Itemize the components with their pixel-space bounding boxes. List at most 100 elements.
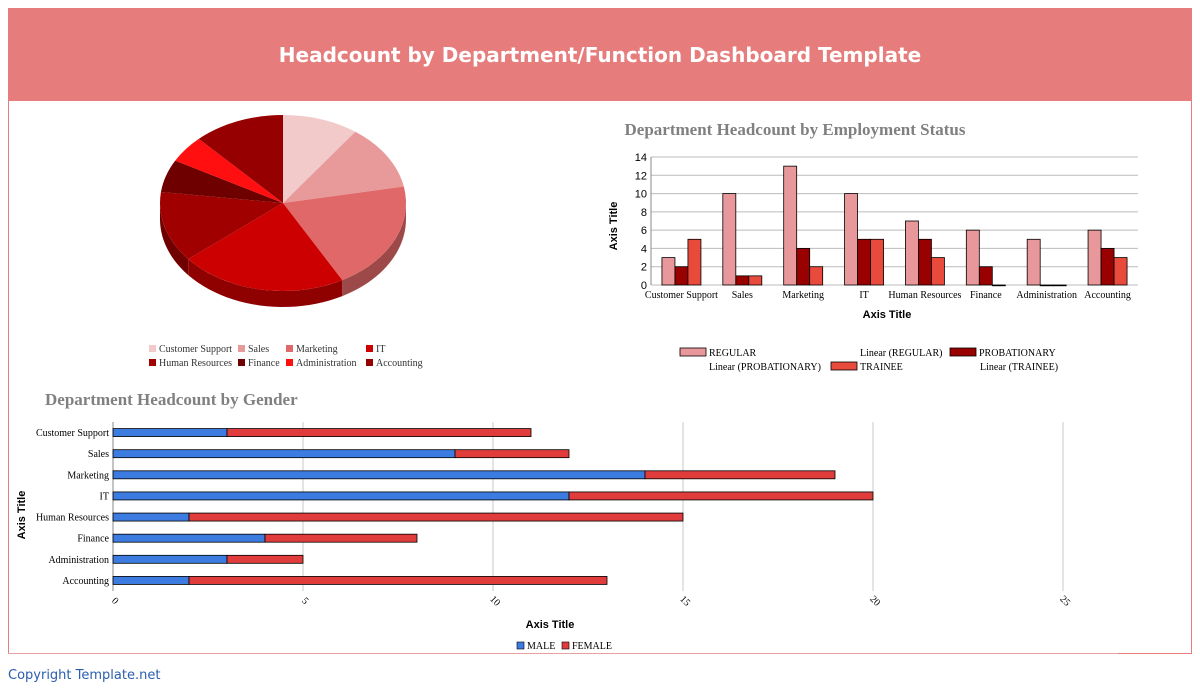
- status-bar: [918, 238, 932, 286]
- pie-legend-label: Marketing: [296, 344, 338, 355]
- gender-x-tick: 15: [677, 594, 692, 609]
- gender-x-axis-title: Axis Title: [526, 619, 575, 631]
- status-category-label: Administration: [1016, 290, 1077, 301]
- gender-bar: [112, 470, 646, 480]
- status-bar: [687, 238, 702, 286]
- gender-category-label: Customer Support: [36, 428, 109, 439]
- status-bar: [735, 275, 750, 286]
- pie-legend-label: Accounting: [376, 358, 423, 369]
- status-legend-label: Linear (PROBATIONARY): [709, 362, 821, 373]
- status-chart-title: Department Headcount by Employment Statu…: [625, 120, 966, 139]
- gender-bar: [112, 449, 456, 459]
- status-category-label: Human Resources: [888, 290, 961, 301]
- pie-legend-swatch: [238, 359, 245, 366]
- status-x-axis-title: Axis Title: [863, 309, 912, 321]
- status-bar: [905, 220, 919, 286]
- frame-border-bottom-accent: [1118, 653, 1192, 654]
- gender-bar: [112, 533, 266, 543]
- status-legend-swatch: [949, 347, 977, 357]
- status-bar: [1039, 284, 1054, 287]
- status-category-label: Customer Support: [645, 290, 718, 301]
- gender-category-label: Finance: [77, 534, 109, 545]
- gender-x-tick: 20: [867, 594, 882, 609]
- gender-category-label: Marketing: [67, 470, 109, 481]
- pie-legend-label: Finance: [248, 358, 280, 369]
- gender-category-label: Accounting: [62, 576, 109, 587]
- status-bar: [722, 193, 737, 286]
- status-legend-label: Linear (TRAINEE): [980, 362, 1058, 373]
- status-bar: [674, 266, 689, 286]
- status-bar: [1026, 238, 1041, 286]
- frame-border-right: [1191, 101, 1192, 654]
- status-bar: [1052, 284, 1067, 287]
- pie-slice: [283, 115, 356, 203]
- header-banner: Headcount by Department/Function Dashboa…: [8, 8, 1192, 101]
- status-bar: [661, 257, 676, 286]
- gender-y-axis-title: Axis Title: [16, 491, 28, 540]
- gender-x-tick: 10: [487, 594, 502, 609]
- status-category-label: Sales: [732, 290, 753, 301]
- pie-side-4: [160, 203, 189, 276]
- pie-side-2: [342, 203, 406, 297]
- gender-bar: [112, 491, 570, 501]
- gender-chart-title: Department Headcount by Gender: [45, 390, 298, 409]
- gender-category-label: Human Resources: [36, 513, 109, 524]
- status-y-tick: 0: [641, 280, 647, 292]
- pie-legend-swatch: [238, 345, 245, 352]
- status-legend-swatch: [679, 347, 707, 357]
- status-y-tick: 10: [635, 189, 647, 201]
- status-category-label: IT: [859, 290, 868, 301]
- gender-bar: [112, 576, 190, 585]
- gender-x-tick: 25: [1057, 594, 1072, 609]
- pie-legend-swatch: [366, 359, 373, 366]
- status-bar: [844, 193, 858, 286]
- employment-status-chart: Department Headcount by Employment Statu…: [608, 120, 1138, 373]
- department-pie-chart: Customer Support Sales Marketing IT Human Re…: [149, 115, 423, 369]
- gender-legend-label: FEMALE: [572, 641, 612, 652]
- status-y-tick: 12: [635, 170, 647, 182]
- status-y-tick: 6: [641, 225, 647, 237]
- gender-category-label: IT: [100, 491, 109, 502]
- gender-bar: [644, 470, 836, 480]
- pie-slice: [175, 138, 283, 203]
- status-bar: [783, 165, 798, 286]
- status-legend-label: Linear (REGULAR): [860, 348, 942, 359]
- gender-chart: Department Headcount by Gender 0 5 10 15 20 2…: [16, 390, 1072, 652]
- status-bar: [1100, 248, 1115, 286]
- gender-bar: [264, 533, 418, 543]
- gender-category-label: Sales: [88, 449, 109, 460]
- pie-slice: [283, 186, 406, 281]
- copyright-footer[interactable]: Copyright Template.net: [8, 668, 161, 683]
- pie-legend-swatch: [286, 345, 293, 352]
- status-bar: [991, 284, 1006, 287]
- status-y-axis-title: Axis Title: [608, 202, 620, 251]
- gender-bar: [226, 428, 532, 437]
- status-legend-label: TRAINEE: [860, 362, 903, 373]
- pie-slice: [283, 131, 404, 203]
- status-y-tick: 4: [641, 243, 647, 255]
- gender-bar: [112, 512, 190, 522]
- status-bar: [931, 257, 945, 286]
- pie-legend-swatch: [286, 359, 293, 366]
- pie-slice: [188, 203, 343, 291]
- status-y-tick: 2: [641, 262, 647, 274]
- gender-bar: [568, 491, 874, 501]
- status-bar: [1087, 229, 1102, 286]
- pie-slice: [198, 115, 283, 203]
- status-legend-swatch: [830, 361, 858, 371]
- status-bar: [796, 248, 811, 286]
- gender-legend-swatch: [516, 641, 525, 650]
- pie-legend-label: Human Resources: [159, 358, 232, 369]
- status-y-tick: 14: [635, 152, 647, 164]
- gender-bar: [454, 449, 570, 459]
- gender-bar: [188, 576, 608, 585]
- pie-side-3: [188, 259, 343, 307]
- pie-legend-label: Customer Support: [159, 344, 232, 355]
- pie-legend-label: Administration: [296, 358, 357, 369]
- status-bar: [748, 275, 763, 286]
- gender-legend-swatch: [561, 641, 570, 650]
- gender-bar: [112, 428, 228, 437]
- page-title: Headcount by Department/Function Dashboa…: [278, 42, 922, 67]
- status-legend-label: REGULAR: [709, 348, 757, 359]
- status-category-label: Marketing: [782, 290, 824, 301]
